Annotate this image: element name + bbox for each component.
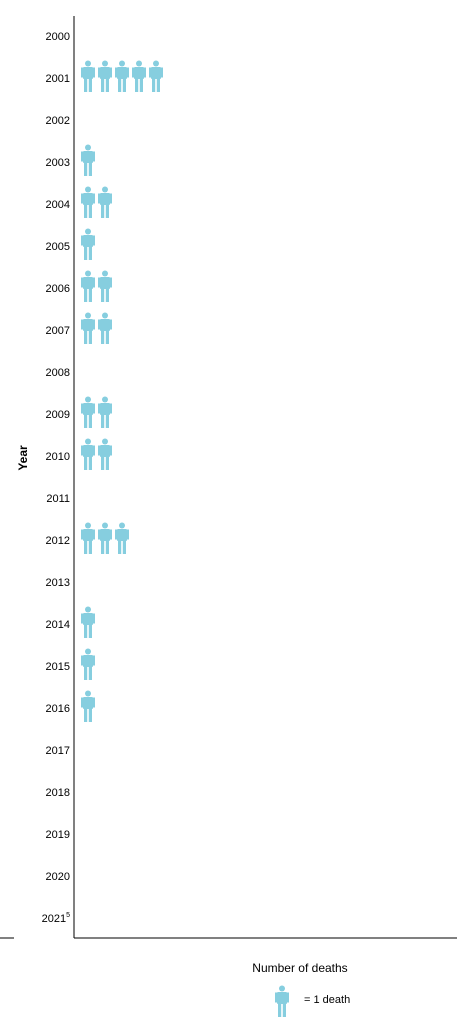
person-icon <box>81 144 95 176</box>
y-tick-label: 2001 <box>46 73 70 85</box>
legend-label: = 1 death <box>304 994 351 1006</box>
pictograph-chart: Year 2000 2001 2002 2003 2004 2005 2006 2007 200… <box>0 16 457 939</box>
y-tick-label: 2002 <box>46 115 70 127</box>
person-icon <box>81 522 95 554</box>
person-icon <box>98 312 112 344</box>
y-tick-label: 2020 <box>46 871 70 883</box>
y-tick-footnote: 5 <box>66 912 70 919</box>
person-icon <box>275 985 289 1017</box>
y-tick-label: 2018 <box>46 787 70 799</box>
person-icon <box>98 270 112 302</box>
person-icon <box>98 186 112 218</box>
person-icon <box>81 228 95 260</box>
y-tick-label: 2014 <box>46 619 70 631</box>
person-icon <box>81 606 95 638</box>
y-tick-label: 2004 <box>46 199 70 211</box>
y-tick-label: 2006 <box>46 283 70 295</box>
person-icon <box>98 522 112 554</box>
svg-text:Year: Year <box>16 445 30 471</box>
y-tick-label: 2013 <box>46 577 70 589</box>
y-tick-label: 2003 <box>46 157 70 169</box>
person-icon <box>132 60 146 92</box>
person-icon <box>115 522 129 554</box>
y-tick-label: 2009 <box>46 409 70 421</box>
person-icon <box>98 396 112 428</box>
person-icon <box>81 396 95 428</box>
person-icon <box>81 312 95 344</box>
y-tick-label: 20215 <box>42 912 70 925</box>
person-icon <box>81 186 95 218</box>
y-axis-label: Year <box>16 445 30 471</box>
y-tick-label: 2019 <box>46 829 70 841</box>
y-tick-label: 2010 <box>46 451 70 463</box>
person-icon <box>98 60 112 92</box>
person-icon <box>149 60 163 92</box>
y-tick-label: 2012 <box>46 535 70 547</box>
y-tick-label: 2017 <box>46 745 70 757</box>
y-tick-label: 2016 <box>46 703 70 715</box>
person-icon <box>81 648 95 680</box>
person-icon <box>81 690 95 722</box>
x-axis-label: Number of deaths <box>252 961 348 975</box>
person-icon <box>81 60 95 92</box>
person-icon <box>115 60 129 92</box>
y-tick-label: 2011 <box>46 493 70 505</box>
y-tick-label: 2000 <box>46 31 70 43</box>
y-tick-label: 2005 <box>46 241 70 253</box>
y-tick-label: 2007 <box>46 325 70 337</box>
person-icon <box>81 438 95 470</box>
y-tick-label: 2008 <box>46 367 70 379</box>
y-tick-label: 2015 <box>46 661 70 673</box>
person-icon <box>98 438 112 470</box>
person-icon <box>81 270 95 302</box>
